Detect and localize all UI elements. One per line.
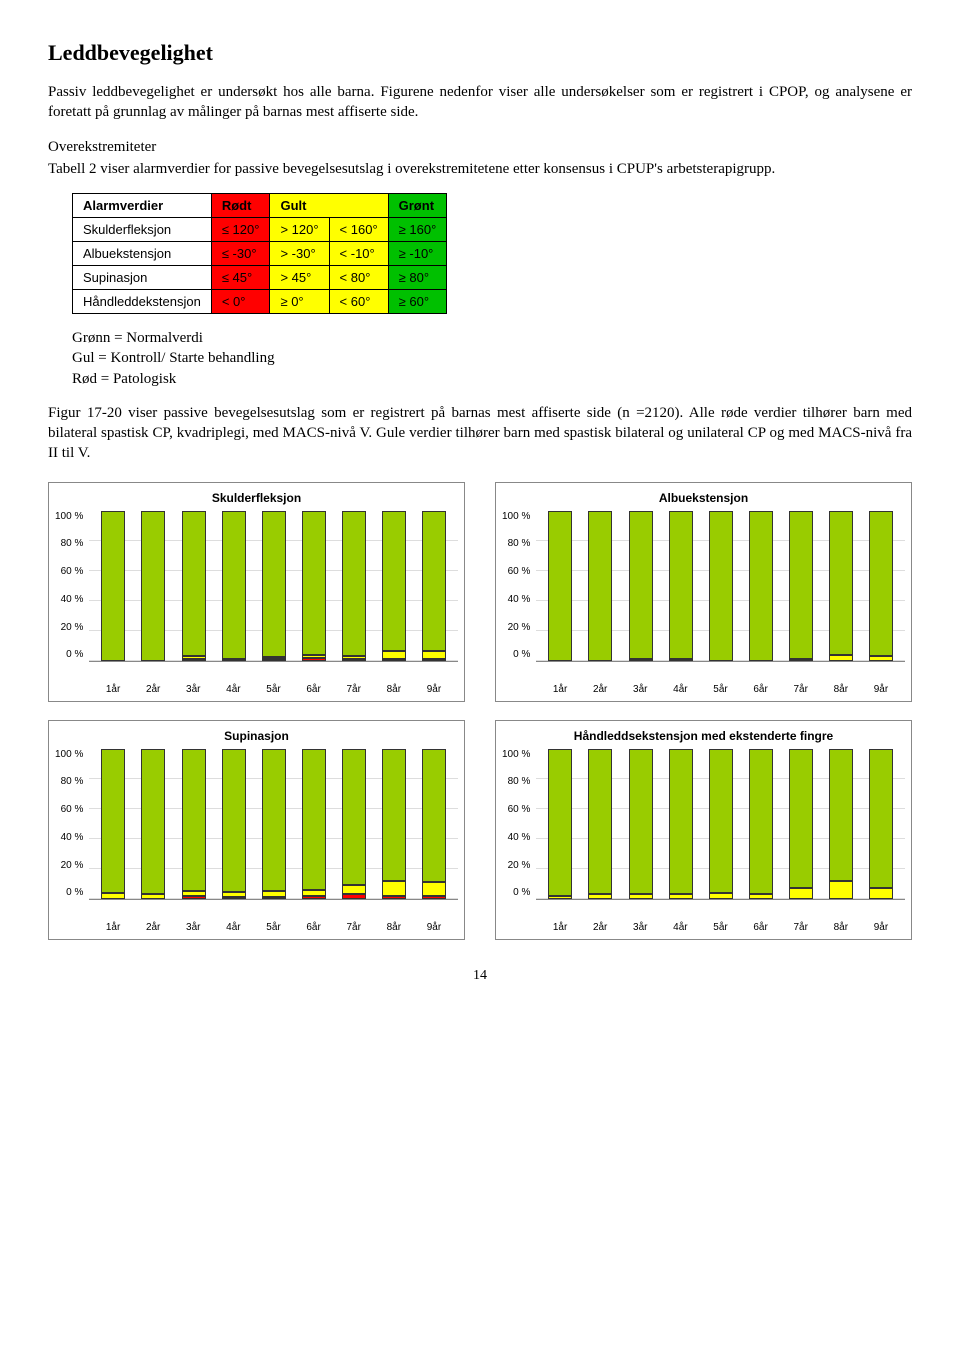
x-axis: 1år2år3år4år5år6år7år8år9år bbox=[502, 681, 905, 695]
bar bbox=[222, 511, 246, 661]
row-yel-lo: > -30° bbox=[270, 242, 329, 266]
row-grn: ≥ 160° bbox=[388, 218, 447, 242]
row-yel-hi: < 160° bbox=[329, 218, 388, 242]
alarm-table: Alarmverdier Rødt Gult Grønt Skulderflek… bbox=[72, 193, 447, 314]
plot-area bbox=[536, 511, 905, 662]
overekstremiteter-paragraph: Tabell 2 viser alarmverdier for passive … bbox=[48, 159, 912, 179]
legend-yellow: Gul = Kontroll/ Starte behandling bbox=[72, 348, 912, 368]
bar bbox=[629, 511, 653, 661]
y-axis: 100 %80 %60 %40 %20 %0 % bbox=[502, 511, 536, 661]
subheading-overekstremiteter: Overekstremiteter bbox=[48, 137, 912, 157]
table-row: Skulderfleksjon ≤ 120° > 120° < 160° ≥ 1… bbox=[73, 218, 447, 242]
bar bbox=[382, 749, 406, 899]
x-axis: 1år2år3år4år5år6år7år8år9år bbox=[55, 681, 458, 695]
row-yel-lo: > 120° bbox=[270, 218, 329, 242]
bar bbox=[588, 749, 612, 899]
bar bbox=[829, 511, 853, 661]
bar bbox=[182, 511, 206, 661]
bar bbox=[789, 511, 813, 661]
row-grn: ≥ 80° bbox=[388, 266, 447, 290]
row-grn: ≥ -10° bbox=[388, 242, 447, 266]
x-axis: 1år2år3år4år5år6år7år8år9år bbox=[502, 919, 905, 933]
bar bbox=[101, 511, 125, 661]
plot-area bbox=[89, 749, 458, 900]
page-number: 14 bbox=[48, 968, 912, 984]
bar bbox=[141, 749, 165, 899]
table-row: Håndleddekstensjon < 0° ≥ 0° < 60° ≥ 60° bbox=[73, 290, 447, 314]
bar bbox=[342, 511, 366, 661]
bar bbox=[262, 511, 286, 661]
bar bbox=[222, 749, 246, 899]
bar bbox=[669, 749, 693, 899]
row-red: < 0° bbox=[211, 290, 270, 314]
alarm-header-yellow: Gult bbox=[270, 194, 388, 218]
chart-title: Supinasjon bbox=[55, 729, 458, 743]
chart-supinasjon: Supinasjon 100 %80 %60 %40 %20 %0 % 1år2år… bbox=[48, 720, 465, 940]
row-red: ≤ 120° bbox=[211, 218, 270, 242]
alarm-header-green: Grønt bbox=[388, 194, 447, 218]
row-red: ≤ 45° bbox=[211, 266, 270, 290]
row-yel-hi: < -10° bbox=[329, 242, 388, 266]
intro-paragraph: Passiv leddbevegelighet er undersøkt hos… bbox=[48, 82, 912, 123]
table-row: Supinasjon ≤ 45° > 45° < 80° ≥ 80° bbox=[73, 266, 447, 290]
bar bbox=[709, 511, 733, 661]
bar bbox=[382, 511, 406, 661]
bar bbox=[302, 511, 326, 661]
figure-paragraph: Figur 17-20 viser passive bevegelsesutsl… bbox=[48, 403, 912, 464]
chart-title: Albuekstensjon bbox=[502, 491, 905, 505]
bar bbox=[302, 749, 326, 899]
row-name: Håndleddekstensjon bbox=[73, 290, 212, 314]
bar bbox=[749, 511, 773, 661]
bar bbox=[548, 749, 572, 899]
x-axis: 1år2år3år4år5år6år7år8år9år bbox=[55, 919, 458, 933]
row-yel-lo: ≥ 0° bbox=[270, 290, 329, 314]
chart-title: Håndleddsekstensjon med ekstenderte fing… bbox=[502, 729, 905, 743]
row-yel-hi: < 80° bbox=[329, 266, 388, 290]
row-yel-hi: < 60° bbox=[329, 290, 388, 314]
bar bbox=[869, 749, 893, 899]
page-heading: Leddbevegelighet bbox=[48, 40, 912, 66]
row-red: ≤ -30° bbox=[211, 242, 270, 266]
y-axis: 100 %80 %60 %40 %20 %0 % bbox=[55, 511, 89, 661]
plot-area bbox=[536, 749, 905, 900]
chart-title: Skulderfleksjon bbox=[55, 491, 458, 505]
bar bbox=[588, 511, 612, 661]
bar bbox=[342, 749, 366, 899]
y-axis: 100 %80 %60 %40 %20 %0 % bbox=[502, 749, 536, 899]
bar bbox=[422, 511, 446, 661]
bar bbox=[422, 749, 446, 899]
bar bbox=[262, 749, 286, 899]
legend-red: Rød = Patologisk bbox=[72, 369, 912, 389]
alarm-header-name: Alarmverdier bbox=[73, 194, 212, 218]
bar bbox=[141, 511, 165, 661]
row-yel-lo: > 45° bbox=[270, 266, 329, 290]
bar bbox=[829, 749, 853, 899]
row-grn: ≥ 60° bbox=[388, 290, 447, 314]
bar bbox=[629, 749, 653, 899]
row-name: Albuekstensjon bbox=[73, 242, 212, 266]
chart-handleddsekstensjon: Håndleddsekstensjon med ekstenderte fing… bbox=[495, 720, 912, 940]
chart-albuekstensjon: Albuekstensjon 100 %80 %60 %40 %20 %0 % 1å… bbox=[495, 482, 912, 702]
chart-skulderfleksjon: Skulderfleksjon 100 %80 %60 %40 %20 %0 % 1… bbox=[48, 482, 465, 702]
y-axis: 100 %80 %60 %40 %20 %0 % bbox=[55, 749, 89, 899]
table-row: Albuekstensjon ≤ -30° > -30° < -10° ≥ -1… bbox=[73, 242, 447, 266]
bar bbox=[182, 749, 206, 899]
bar bbox=[749, 749, 773, 899]
row-name: Supinasjon bbox=[73, 266, 212, 290]
bar bbox=[669, 511, 693, 661]
bar bbox=[548, 511, 572, 661]
bar bbox=[869, 511, 893, 661]
row-name: Skulderfleksjon bbox=[73, 218, 212, 242]
bar bbox=[789, 749, 813, 899]
plot-area bbox=[89, 511, 458, 662]
legend-green: Grønn = Normalverdi bbox=[72, 328, 912, 348]
bar bbox=[101, 749, 125, 899]
alarm-header-red: Rødt bbox=[211, 194, 270, 218]
bar bbox=[709, 749, 733, 899]
legend: Grønn = Normalverdi Gul = Kontroll/ Star… bbox=[72, 328, 912, 389]
